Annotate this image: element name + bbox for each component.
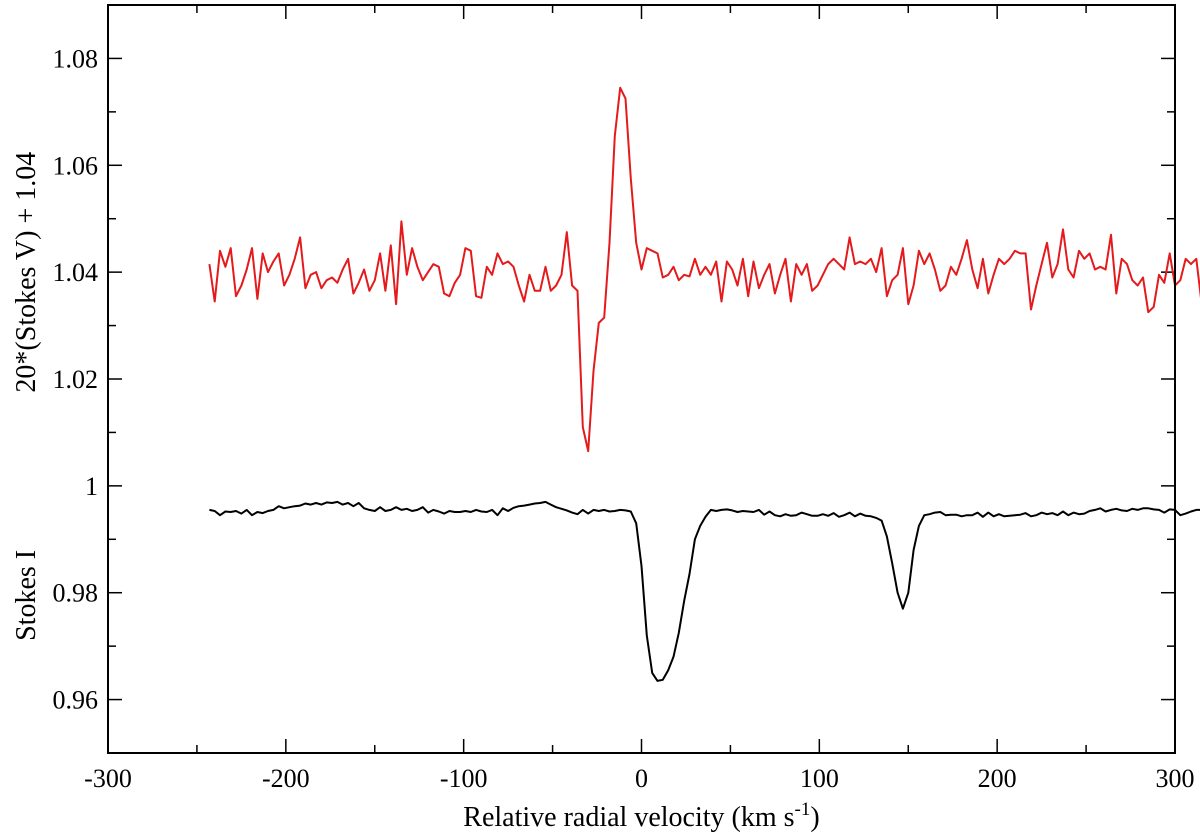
x-tick-label: 300 xyxy=(1156,764,1195,793)
x-tick-label: 200 xyxy=(978,764,1017,793)
x-axis-label: Relative radial velocity (km s-1) xyxy=(463,799,819,833)
y-tick-label: 1.02 xyxy=(53,365,99,394)
x-axis-label-suffix: ) xyxy=(810,802,819,833)
y-axis-label-stokes-i: Stokes I xyxy=(11,550,42,641)
y-tick-label: 0.98 xyxy=(53,579,99,608)
y-tick-label: 1.08 xyxy=(53,44,99,73)
axis-ticks xyxy=(107,4,1176,754)
stokes-v-line xyxy=(208,86,1200,453)
x-tick-label: 0 xyxy=(635,764,648,793)
stokes-i-line xyxy=(209,500,1200,682)
y-tick-label: 1.04 xyxy=(53,258,99,287)
data-series xyxy=(208,86,1200,682)
x-axis-label-exponent: -1 xyxy=(795,799,811,820)
y-tick-label: 0.96 xyxy=(53,686,99,715)
x-tick-label: -100 xyxy=(440,764,488,793)
x-tick-label: 100 xyxy=(800,764,839,793)
x-tick-label: -300 xyxy=(84,764,132,793)
y-tick-label: 1 xyxy=(85,472,98,501)
plot-frame xyxy=(107,4,1176,754)
y-axis-label-stokes-v: 20*(Stokes V) + 1.04 xyxy=(11,152,42,393)
tick-labels: -300 -200 -100 0 100 200 300 0.96 0.98 1 1.02 1.04 1… xyxy=(53,44,1195,793)
x-axis-label-prefix: Relative radial velocity (km s xyxy=(463,802,794,833)
x-tick-label: -200 xyxy=(262,764,310,793)
y-tick-label: 1.06 xyxy=(53,151,99,180)
